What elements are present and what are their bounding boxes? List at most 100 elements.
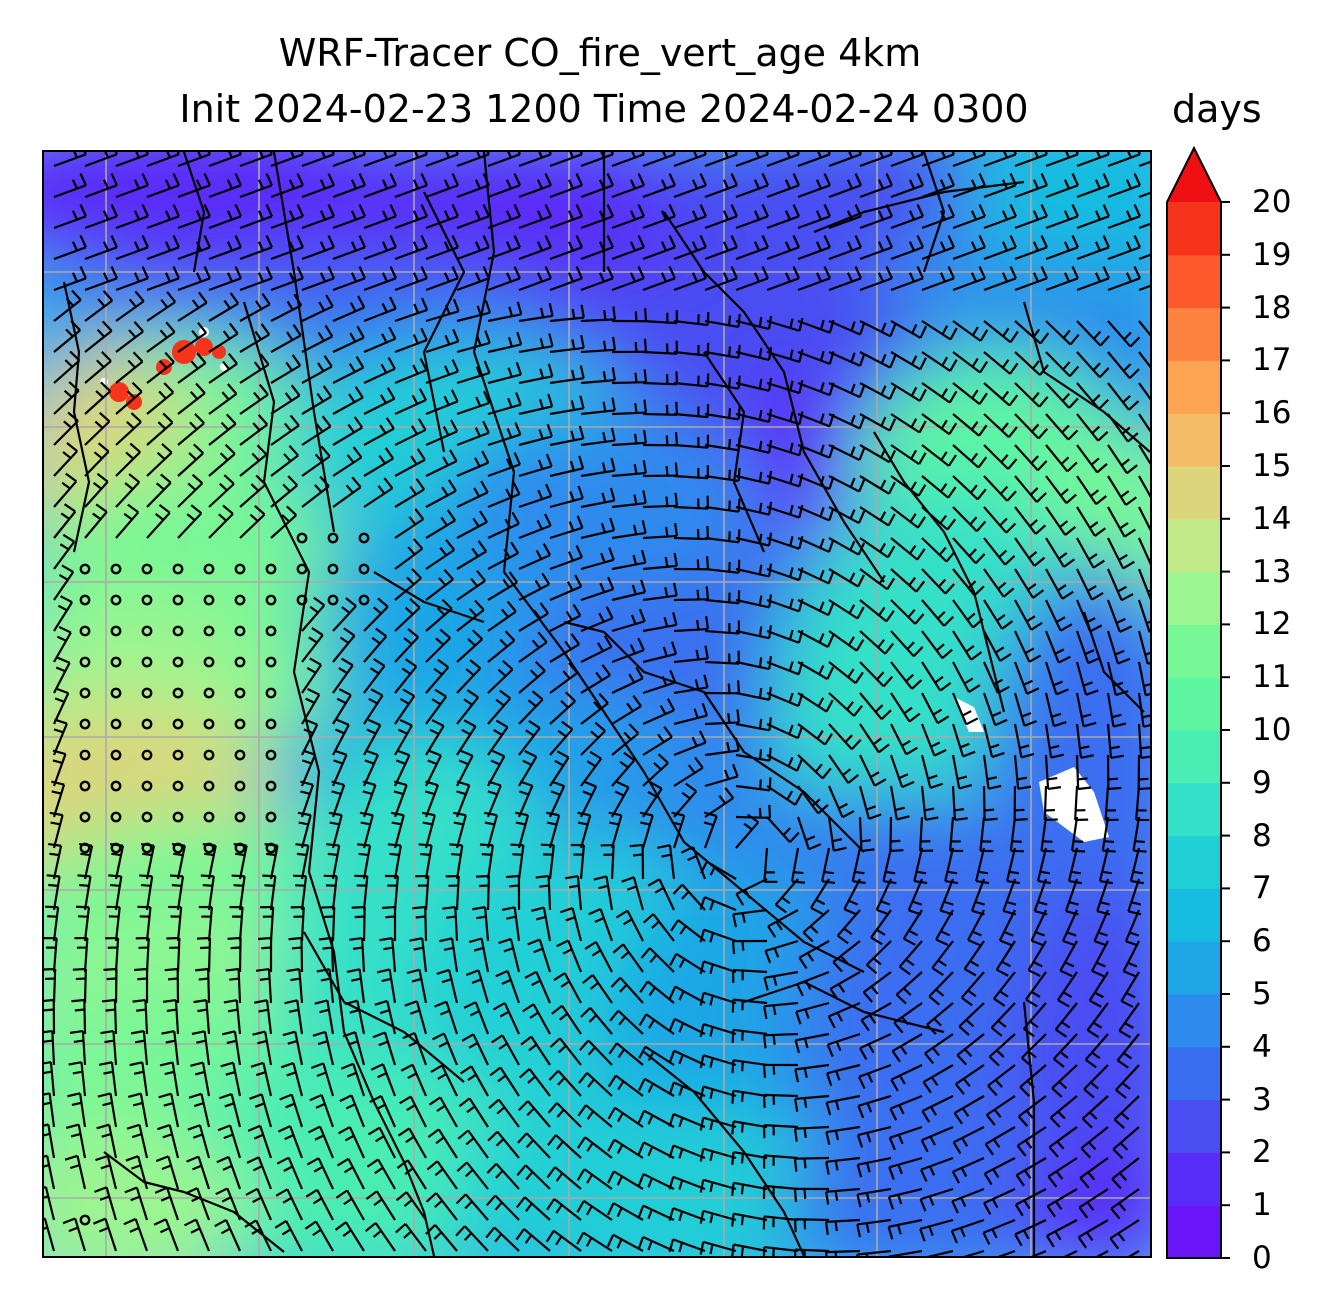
wind-barb [797,630,835,648]
wind-barb [856,1125,892,1148]
wind-barb [825,1125,861,1145]
wind-barb [580,457,616,478]
wind-barb [425,204,459,230]
wind-barb [53,442,78,477]
wind-barb [1137,661,1150,697]
wind-barb [549,204,583,230]
wind-barb [921,382,958,404]
wind-barb [1110,1188,1140,1220]
wind-barb [222,1030,242,1066]
wind-barb [139,874,154,911]
calm-wind-circle [110,656,122,668]
colorbar-band [1167,624,1221,678]
wind-barb [396,1159,427,1190]
wind-barb [1013,785,1028,822]
wind-barb [517,780,534,818]
wind-barb [549,691,576,725]
calm-wind-circle [110,749,122,761]
wind-barb [449,843,464,880]
wind-barb [1045,351,1080,378]
wind-barb [1093,909,1110,947]
wind-barb [735,235,769,261]
wind-barb [793,1248,830,1256]
wind-barb [1088,971,1109,1008]
wind-barb [487,1130,520,1159]
wind-barb [146,351,175,384]
wind-barb [766,152,800,168]
wind-barb [425,719,445,756]
wind-barb [1107,204,1141,230]
wind-barb [890,351,927,371]
wind-barb [363,296,397,323]
wind-barb [983,413,1018,439]
wind-barb [270,324,302,353]
wind-barb [983,1157,1016,1186]
wind-barb [1014,475,1047,503]
wind-barb [304,1220,334,1252]
wind-barb [797,235,831,261]
wind-barb [146,503,171,539]
wind-barb [491,1034,520,1066]
wind-barb [826,1032,861,1058]
wind-barb [836,909,861,945]
wind-barb [639,811,654,849]
wind-barb [1107,475,1137,506]
wind-barb [51,780,66,818]
wind-barb [828,506,866,525]
wind-barb [919,1218,954,1242]
wind-barb [859,599,895,623]
wind-barb [859,351,897,369]
calm-wind-circle [234,594,246,606]
wind-barb [797,152,831,168]
wind-barb [593,875,614,911]
wind-barb [859,266,893,292]
wind-barb [374,999,397,1035]
wind-barb [797,173,831,199]
wind-barb [888,1249,923,1256]
fire-hotspot [126,394,142,410]
wind-barb [898,940,923,976]
wind-barb [1076,506,1107,537]
wind-barb [731,939,768,955]
wind-barb [1076,537,1105,569]
wind-barb [546,811,561,849]
wind-barb [1030,909,1047,947]
wind-barb [1027,940,1047,977]
wind-barb [381,905,397,942]
wind-barb [1138,253,1150,261]
wind-barb [74,936,89,973]
wind-barb [487,600,517,632]
wind-barb [610,976,644,1004]
colorbar-band [1167,835,1221,889]
wind-barb [310,1062,335,1097]
wind-barb [53,687,70,725]
wind-barb [699,1085,737,1100]
wind-barb [456,420,490,447]
wind-barb [921,661,952,692]
wind-barb [890,506,926,529]
wind-barb [394,598,421,632]
wind-barb [483,811,498,849]
wind-barb [796,816,822,851]
wind-barb [766,442,804,457]
wind-barb [44,1029,56,1066]
wind-barb [828,568,865,588]
wind-barb [983,204,1017,230]
wind-barb [952,382,988,405]
wind-barb [425,1192,458,1221]
calm-wind-circle [203,594,215,606]
wind-barb [998,909,1016,947]
wind-barb [332,325,365,353]
wind-barb [673,782,698,818]
wind-barb [611,780,630,818]
coastline-segment [303,931,465,1083]
wind-barb [952,320,989,342]
wind-barb [766,473,804,488]
wind-barb [952,630,983,661]
wind-barb [735,717,772,732]
wind-barb [487,361,522,385]
wind-barb [177,322,207,353]
wind-barb [363,417,395,446]
calm-wind-circle [265,780,277,792]
wind-barb [52,718,68,756]
